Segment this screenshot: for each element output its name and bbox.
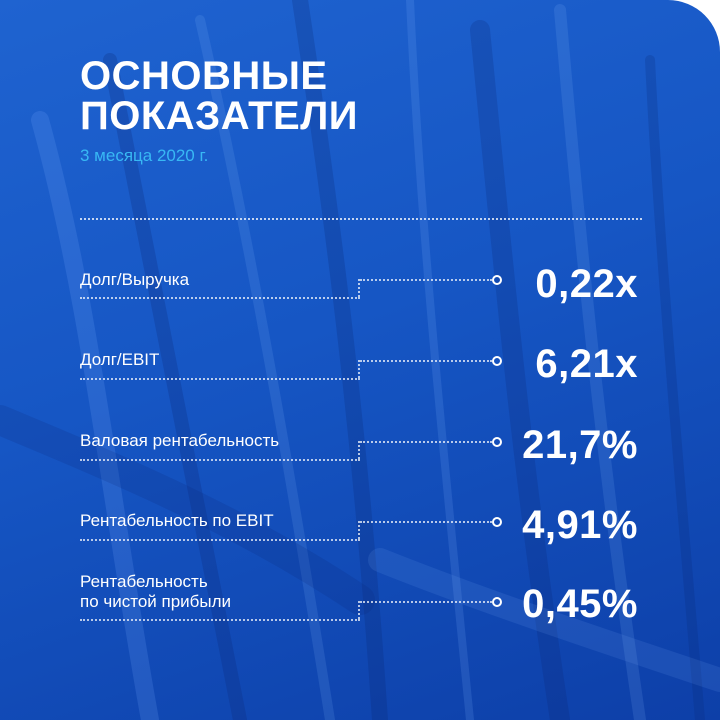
metric-value: 0,45% bbox=[522, 582, 638, 626]
page-title: ОСНОВНЫЕ ПОКАЗАТЕЛИ bbox=[80, 56, 358, 136]
metric-row-net-margin: Рентабельность по чистой прибыли 0,45% bbox=[0, 572, 720, 632]
metric-value: 6,21x bbox=[535, 342, 638, 386]
leader-line-vertical bbox=[358, 441, 360, 459]
period-subtitle: 3 месяца 2020 г. bbox=[80, 146, 209, 165]
leader-line-over bbox=[360, 521, 492, 523]
leader-line-under bbox=[80, 459, 360, 461]
metric-label: Рентабельность по EBIT bbox=[80, 511, 274, 530]
metric-value: 4,91% bbox=[522, 503, 638, 547]
metric-row-ebit-margin: Рентабельность по EBIT 4,91% bbox=[0, 500, 720, 560]
metric-row-gross-margin: Валовая рентабельность 21,7% bbox=[0, 420, 720, 480]
leader-dot-icon bbox=[492, 597, 502, 607]
leader-line-under bbox=[80, 297, 360, 299]
leader-line-under bbox=[80, 378, 360, 380]
metric-row-debt-ebit: Долг/EBIT 6,21x bbox=[0, 340, 720, 400]
header-divider bbox=[80, 218, 642, 220]
leader-line-over bbox=[360, 360, 492, 362]
metric-value: 21,7% bbox=[522, 423, 638, 467]
leader-dot-icon bbox=[492, 356, 502, 366]
leader-line-vertical bbox=[358, 360, 360, 378]
metric-label: Долг/EBIT bbox=[80, 350, 160, 369]
metric-label: Рентабельность по чистой прибыли bbox=[80, 572, 232, 611]
leader-dot-icon bbox=[492, 517, 502, 527]
leader-line-over bbox=[360, 279, 492, 281]
metric-value: 0,22x bbox=[535, 262, 638, 306]
leader-line-over bbox=[360, 601, 492, 603]
title-line-2: ПОКАЗАТЕЛИ bbox=[80, 94, 359, 138]
title-line-1: ОСНОВНЫЕ bbox=[80, 54, 328, 98]
leader-line-vertical bbox=[358, 601, 360, 619]
leader-line-under bbox=[80, 619, 360, 621]
metric-label: Валовая рентабельность bbox=[80, 431, 280, 450]
metric-row-debt-revenue: Долг/Выручка 0,22x bbox=[0, 258, 720, 318]
leader-dot-icon bbox=[492, 437, 502, 447]
leader-line-over bbox=[360, 441, 492, 443]
metric-label: Долг/Выручка bbox=[80, 270, 190, 289]
leader-line-under bbox=[80, 539, 360, 541]
leader-line-vertical bbox=[358, 279, 360, 297]
leader-dot-icon bbox=[492, 275, 502, 285]
leader-line-vertical bbox=[358, 521, 360, 539]
